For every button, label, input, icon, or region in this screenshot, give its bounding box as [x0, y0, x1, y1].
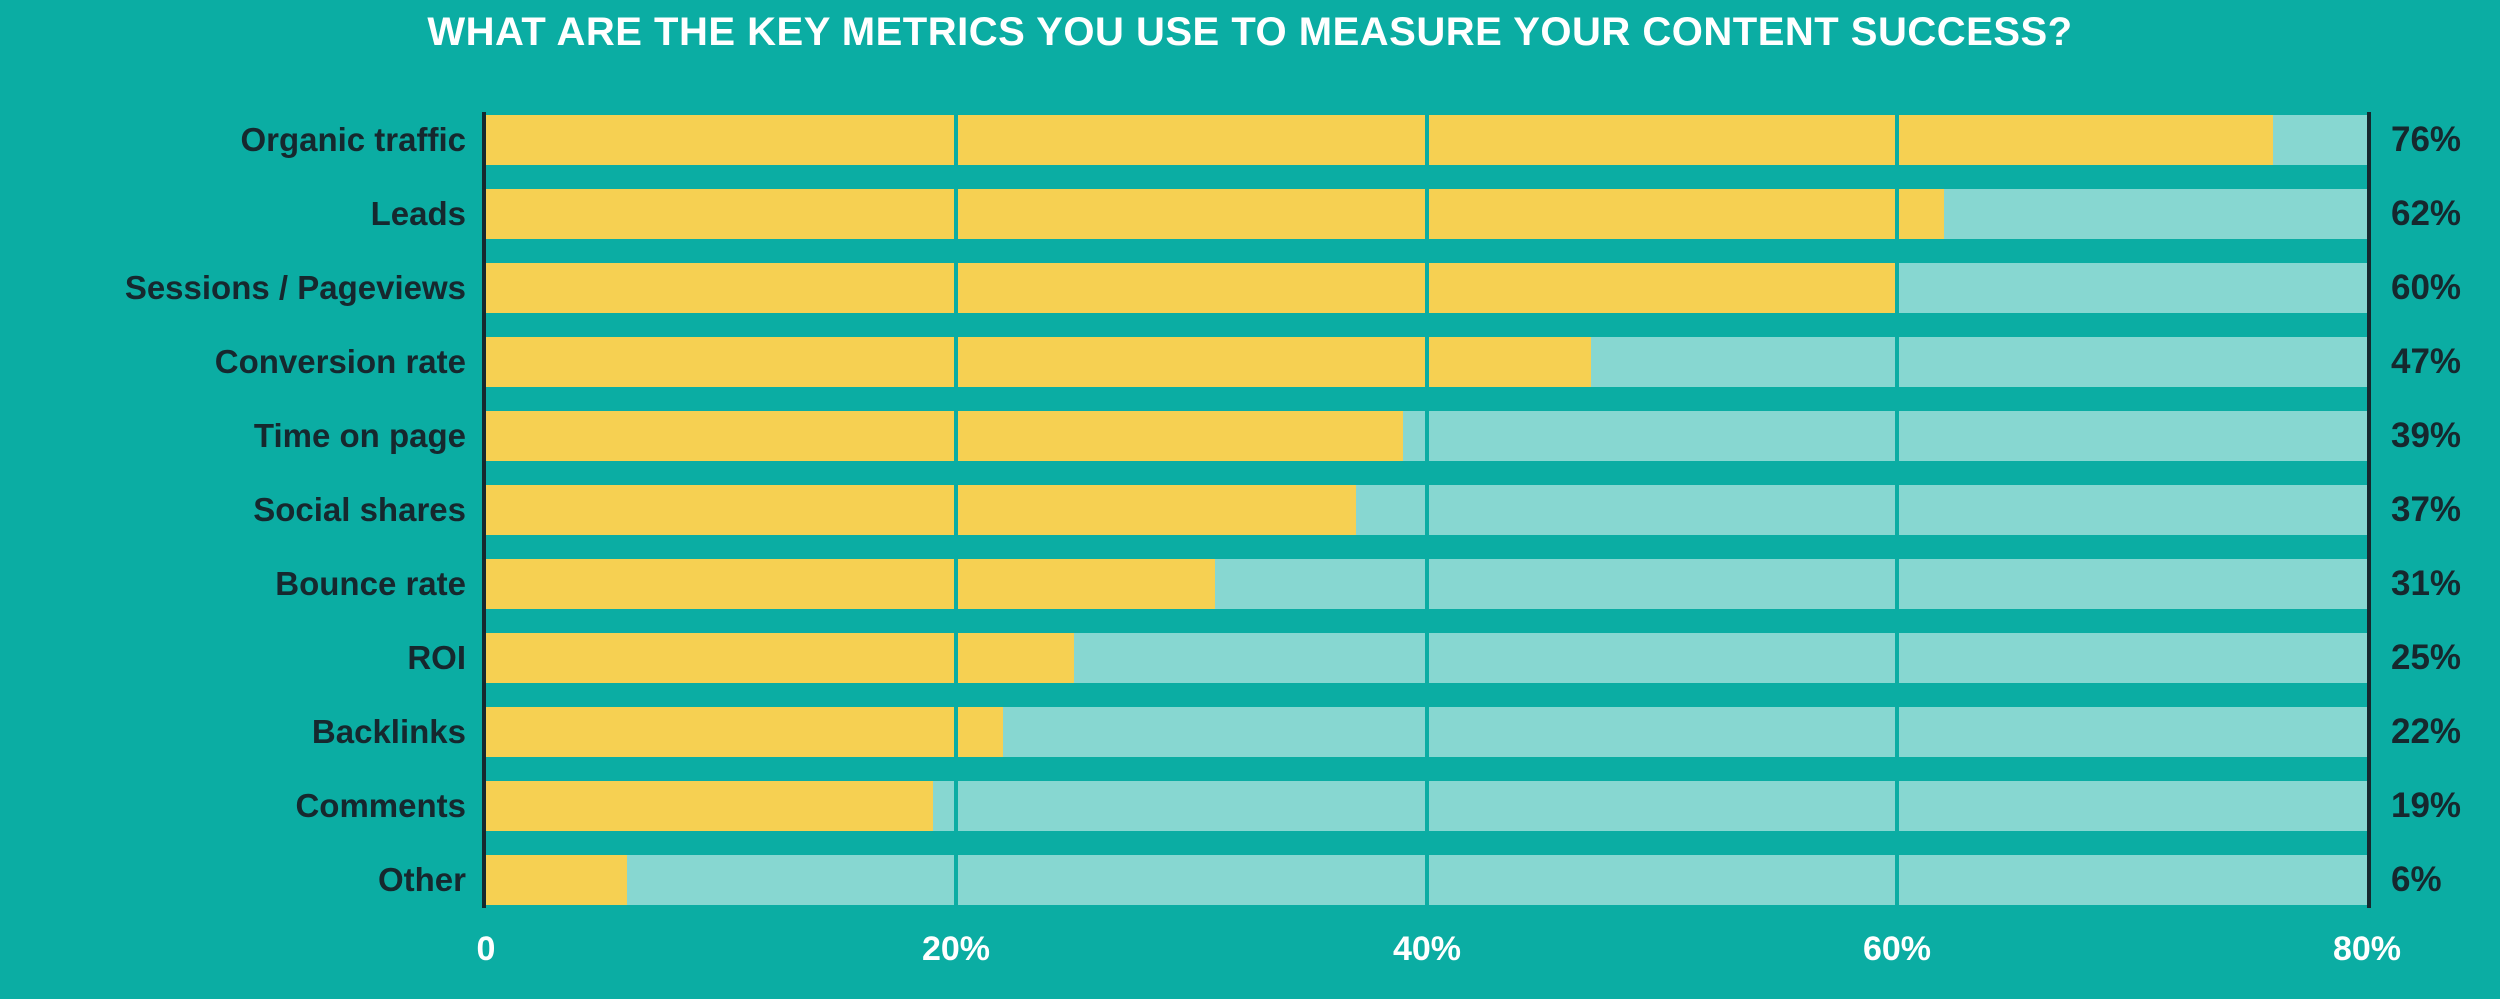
chart-title: WHAT ARE THE KEY METRICS YOU USE TO MEAS… — [427, 10, 2073, 54]
x-axis-tick-80: 80% — [2332, 930, 2402, 968]
value-label-roi: 25% — [2391, 638, 2462, 677]
bar-fill-organic-traffic — [486, 115, 2273, 165]
x-axis-tick-20: 20% — [921, 930, 991, 968]
plot-area — [482, 112, 2371, 908]
bar-track — [486, 337, 2367, 387]
bar-fill-backlinks — [486, 707, 1004, 757]
bar-fill-bounce-rate — [486, 559, 1215, 609]
category-label-backlinks: Backlinks — [311, 713, 466, 750]
value-label-conversion-rate: 47% — [2391, 342, 2462, 381]
category-label-comments: Comments — [295, 787, 466, 824]
category-label-leads: Leads — [370, 195, 466, 232]
category-label-organic-traffic: Organic traffic — [240, 121, 466, 158]
gridline-40pct — [1424, 115, 1429, 905]
value-label-comments: 19% — [2391, 786, 2462, 825]
gridline-60pct — [1894, 115, 1899, 905]
value-label-bounce-rate: 31% — [2391, 564, 2462, 603]
category-label-social-shares: Social shares — [253, 491, 466, 528]
plot-right-border-line — [2367, 112, 2371, 908]
x-axis-tick-0: 0 — [476, 930, 496, 968]
gridline-20pct — [954, 115, 959, 905]
value-label-backlinks: 22% — [2391, 712, 2462, 751]
category-label-roi: ROI — [407, 639, 466, 676]
value-label-leads: 62% — [2391, 194, 2462, 233]
value-label-sessions-pageviews: 60% — [2391, 268, 2462, 307]
value-label-social-shares: 37% — [2391, 490, 2462, 529]
category-label-bounce-rate: Bounce rate — [275, 565, 466, 602]
bar-row — [486, 337, 2367, 387]
value-labels-column: 76% 62% 60% 47% 39% 37% 31% 25% 22% 19% … — [2391, 115, 2500, 929]
category-label-conversion-rate: Conversion rate — [214, 343, 466, 380]
category-labels-column: Organic traffic Leads Sessions / Pagevie… — [0, 115, 466, 929]
bar-fill-leads — [486, 189, 1944, 239]
x-axis-tick-40: 40% — [1392, 930, 1462, 968]
value-label-organic-traffic: 76% — [2391, 120, 2462, 159]
bar-fill-roi — [486, 633, 1074, 683]
value-label-other: 6% — [2391, 860, 2442, 899]
y-axis-line — [482, 112, 486, 908]
bar-fill-conversion-rate — [486, 337, 1592, 387]
value-label-time-on-page: 39% — [2391, 416, 2462, 455]
bar-fill-social-shares — [486, 485, 1356, 535]
category-label-time-on-page: Time on page — [253, 417, 466, 454]
category-label-sessions-pageviews: Sessions / Pageviews — [124, 269, 466, 306]
bar-fill-sessions-pageviews — [486, 263, 1897, 313]
bar-fill-time-on-page — [486, 411, 1403, 461]
category-label-other: Other — [377, 861, 466, 898]
x-axis-tick-60: 60% — [1862, 930, 1932, 968]
bar-fill-other — [486, 855, 628, 905]
bar-fill-comments — [486, 781, 933, 831]
